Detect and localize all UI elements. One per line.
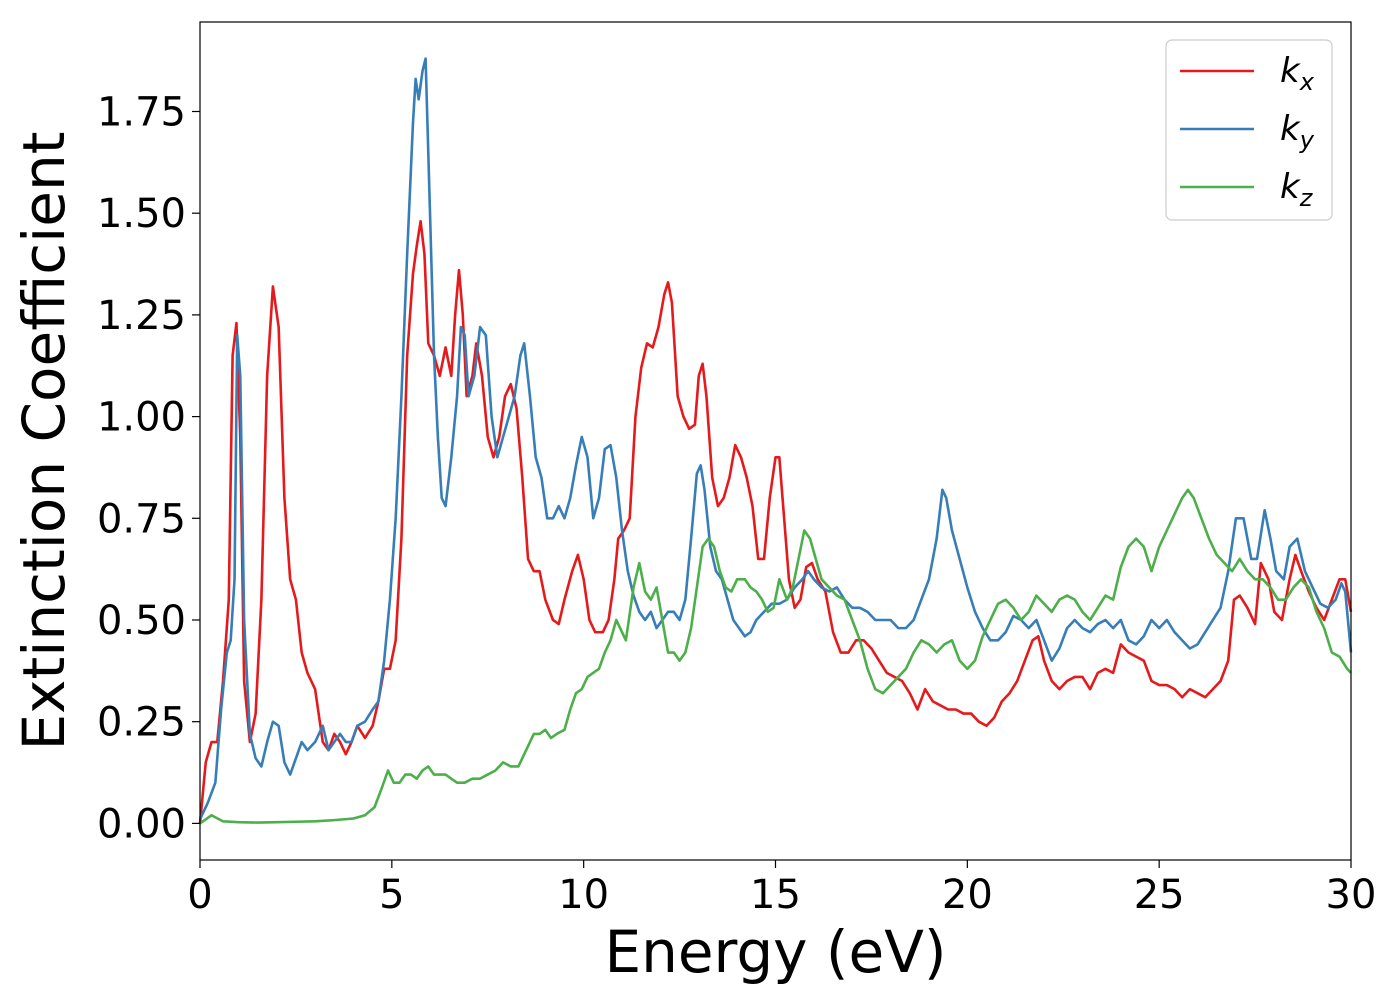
y-tick-label: 1.00 — [97, 395, 186, 441]
x-axis-title: Energy (eV) — [604, 918, 946, 986]
x-axis: 0 5 10 15 20 25 30 — [187, 860, 1376, 918]
series-line-kx — [198, 220, 1353, 824]
x-tick-label: 15 — [750, 872, 801, 918]
y-tick-label: 0.25 — [97, 700, 186, 746]
series-layer — [198, 57, 1353, 825]
y-axis-title: Extinction Coefficient — [10, 132, 78, 751]
y-axis: 0.00 0.25 0.50 0.75 1.00 1.25 1.50 1.75 — [97, 89, 200, 847]
x-tick-label: 20 — [942, 872, 993, 918]
legend-label-ky: ky — [1280, 109, 1315, 154]
x-tick-label: 0 — [187, 872, 212, 918]
legend-label-kx: kx — [1280, 51, 1315, 96]
x-tick-label: 5 — [379, 872, 404, 918]
series-line-kz — [199, 488, 1352, 825]
y-tick-label: 1.50 — [97, 191, 186, 237]
legend-label-kz: kz — [1280, 167, 1314, 212]
series-line-ky — [198, 57, 1353, 820]
y-tick-label: 0.50 — [97, 598, 186, 644]
y-tick-label: 1.25 — [97, 293, 186, 339]
y-tick-label: 0.00 — [97, 801, 186, 847]
legend: kx ky kz — [1165, 39, 1333, 221]
y-tick-label: 1.75 — [97, 89, 186, 135]
x-tick-label: 30 — [1326, 872, 1377, 918]
y-tick-label: 0.75 — [97, 496, 186, 542]
x-tick-label: 10 — [558, 872, 609, 918]
x-tick-label: 25 — [1134, 872, 1185, 918]
